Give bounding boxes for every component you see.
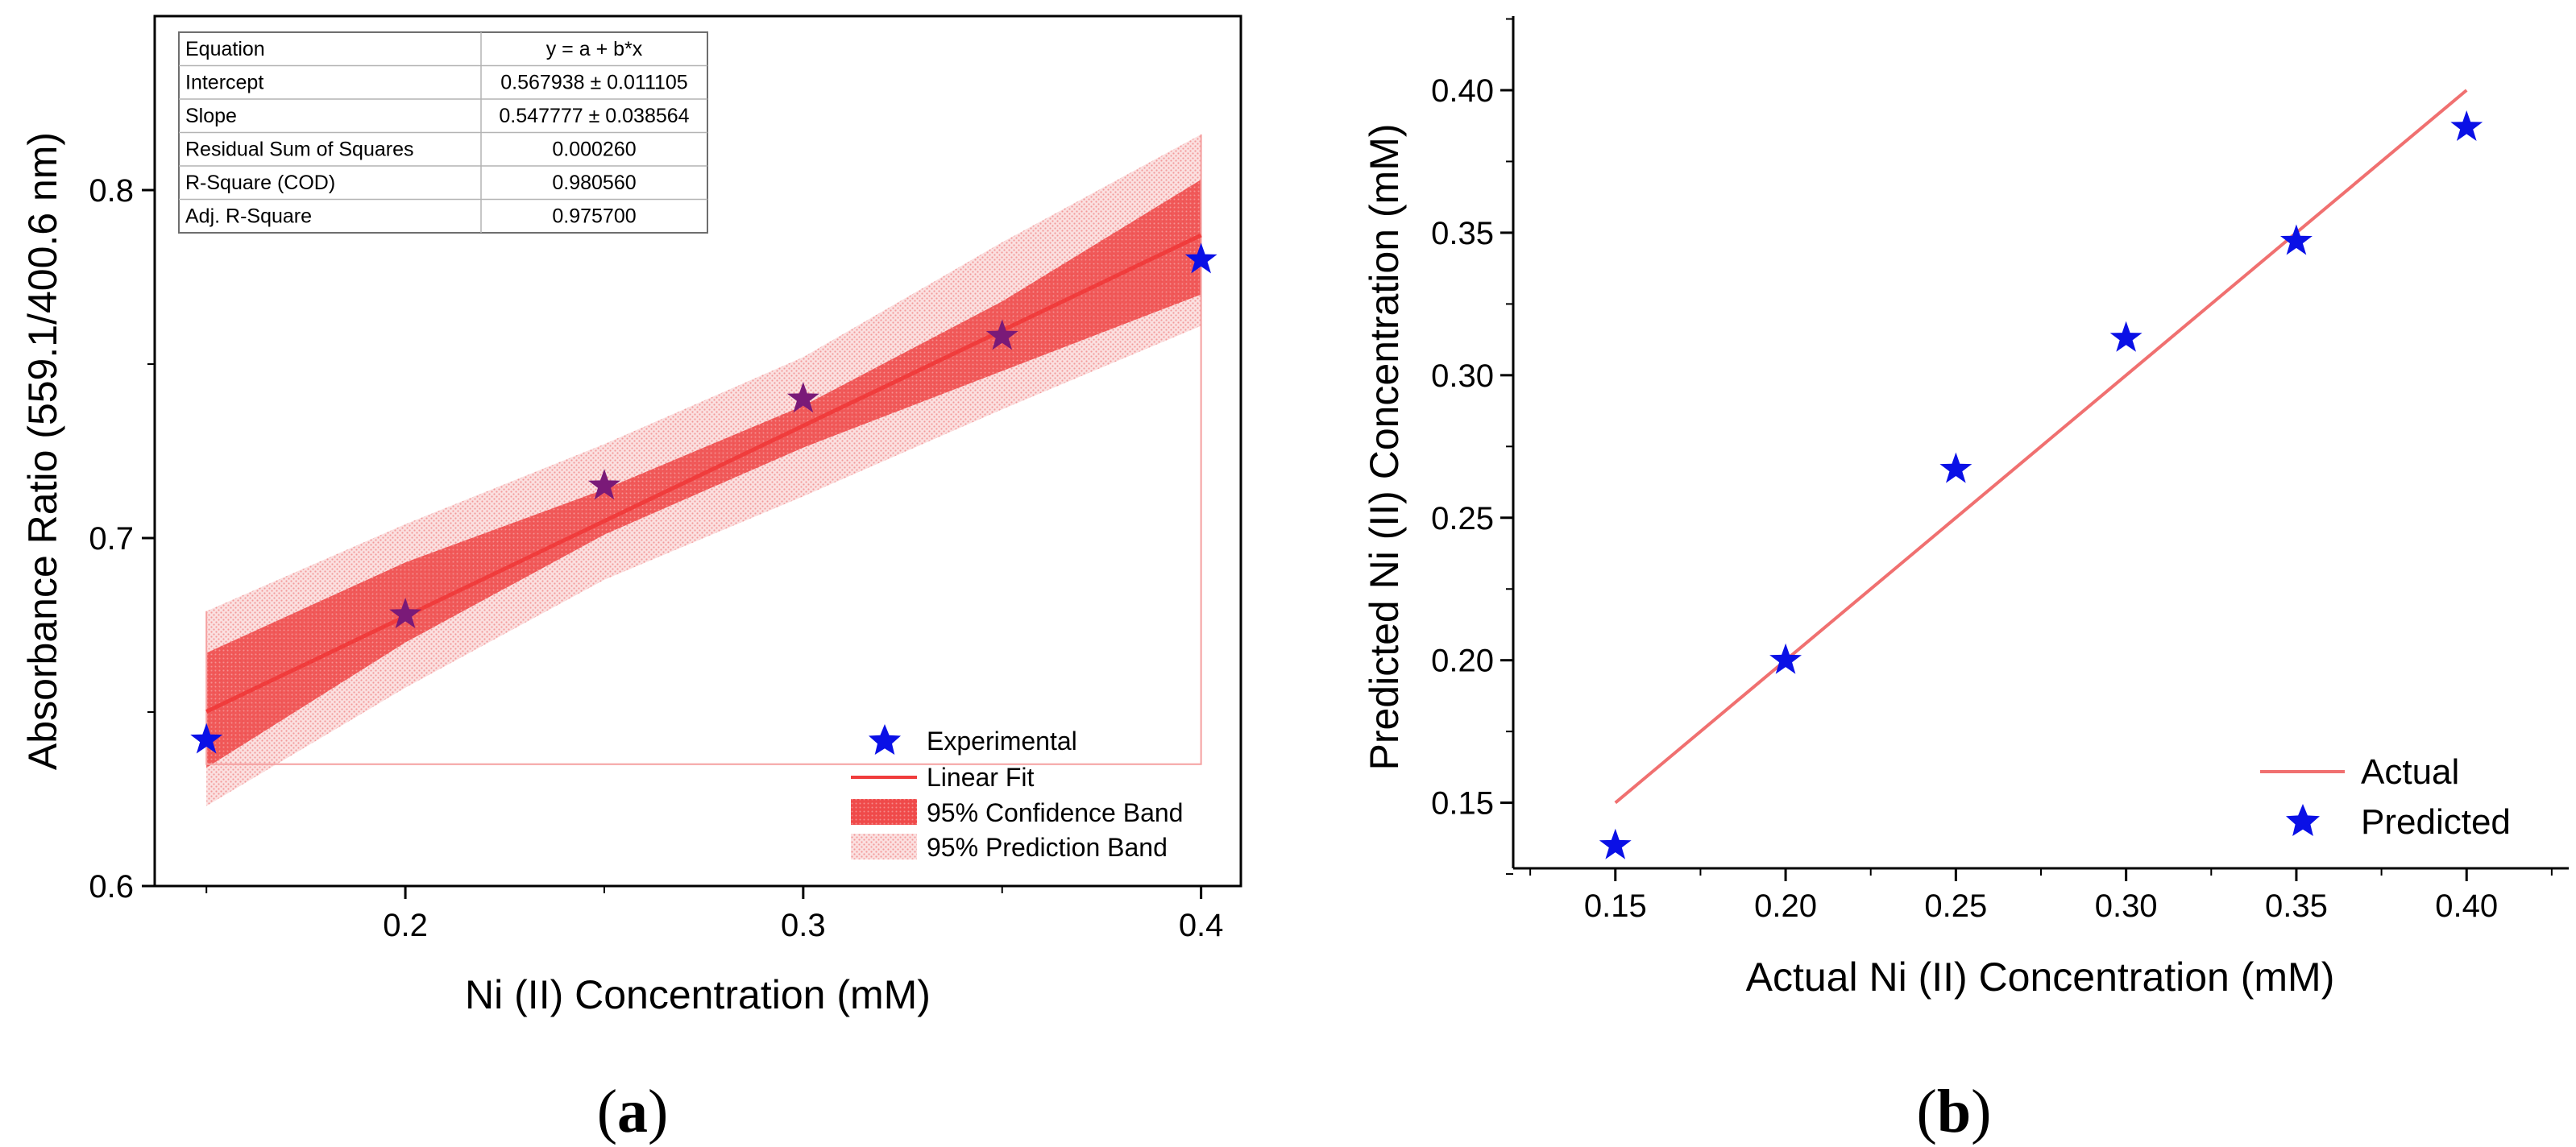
- legend-confidence-band-swatch: [851, 799, 917, 825]
- table-row-label: Slope: [185, 105, 237, 127]
- table-row-label: R-Square (COD): [185, 172, 335, 194]
- predicted-point: [2450, 110, 2483, 141]
- y-tick-label: 0.6: [89, 869, 134, 905]
- panel-b-caption: (b): [1917, 1078, 1992, 1145]
- panel-b-x-axis-title: Actual Ni (II) Concentration (mM): [1746, 954, 2335, 1000]
- panel-b-x-ticks: 0.15 0.20 0.25 0.30 0.35 0.40: [1529, 868, 2553, 924]
- y-tick-label: 0.15: [1431, 786, 1494, 822]
- panel-b-plot-area: [1599, 89, 2483, 859]
- table-row-value: 0.000260: [552, 139, 636, 161]
- y-tick-label: 0.35: [1431, 216, 1494, 251]
- legend-predicted-label: Predicted: [2361, 802, 2511, 842]
- legend-predicted-star-icon: [2286, 804, 2320, 836]
- legend-confidence-band-label: 95% Confidence Band: [927, 798, 1183, 827]
- x-tick-label: 0.40: [2435, 888, 2498, 924]
- y-tick-label: 0.8: [89, 173, 134, 209]
- y-tick-label: 0.30: [1431, 358, 1494, 394]
- experimental-point: [985, 319, 1018, 350]
- panel-a-legend: Experimental Linear Fit 95% Confidence B…: [851, 724, 1183, 862]
- x-tick-label: 0.2: [383, 908, 428, 943]
- legend-experimental-star-icon: [869, 724, 901, 755]
- panel-a-plot-frame: [153, 14, 1242, 888]
- legend-linear-fit-label: Linear Fit: [927, 763, 1035, 792]
- x-tick-label: 0.15: [1584, 888, 1647, 924]
- panel-b-legend: Actual Predicted: [2260, 752, 2511, 842]
- table-row-value: 0.567938 ± 0.011105: [500, 72, 687, 94]
- experimental-point: [588, 469, 620, 500]
- panel-a-x-axis-title: Ni (II) Concentration (mM): [465, 972, 931, 1017]
- y-tick-label: 0.40: [1431, 73, 1494, 109]
- experimental-points: [190, 242, 1217, 754]
- table-row-value: 0.975700: [552, 205, 636, 228]
- x-tick-label: 0.30: [2095, 888, 2158, 924]
- panel-b: 0.15 0.20 0.25 0.30 0.35 0.40 0.15 0.20 0.25 0.3…: [1362, 16, 2569, 1145]
- actual-line: [1614, 89, 2468, 805]
- y-tick-label: 0.7: [89, 521, 134, 557]
- panel-a-caption: (a): [597, 1078, 669, 1145]
- predicted-point: [1769, 643, 1802, 674]
- experimental-point: [190, 723, 223, 754]
- predicted-point: [2109, 321, 2143, 352]
- panel-b-y-ticks: 0.15 0.20 0.25 0.30 0.35 0.40: [1431, 18, 1513, 876]
- legend-prediction-band-swatch: [851, 834, 917, 859]
- legend-actual-label: Actual: [2361, 752, 2459, 792]
- table-row-label: Intercept: [185, 72, 263, 94]
- predicted-point: [1599, 828, 1632, 859]
- prediction-band-outline: [205, 134, 1202, 765]
- table-row-label: Residual Sum of Squares: [185, 139, 413, 161]
- y-tick-label: 0.20: [1431, 644, 1494, 679]
- table-row-label: Equation: [185, 38, 265, 60]
- x-tick-label: 0.20: [1754, 888, 1817, 924]
- x-tick-label: 0.3: [781, 908, 826, 943]
- y-tick-label: 0.25: [1431, 501, 1494, 536]
- table-row-value: y = a + b*x: [546, 38, 643, 60]
- panel-b-y-axis-title: Predicted Ni (II) Concentration (mM): [1362, 123, 1407, 770]
- x-tick-label: 0.35: [2265, 888, 2328, 924]
- predicted-point: [1939, 452, 1972, 483]
- x-tick-label: 0.25: [1924, 888, 1987, 924]
- panel-a-x-ticks: 0.2 0.3 0.4: [205, 886, 1224, 943]
- predicted-point: [2280, 224, 2313, 255]
- experimental-point: [389, 598, 421, 628]
- table-row-value: 0.547777 ± 0.038564: [499, 105, 689, 127]
- table-row-value: 0.980560: [552, 172, 636, 194]
- legend-prediction-band-label: 95% Prediction Band: [927, 833, 1168, 862]
- panel-a-y-ticks: 0.6 0.7 0.8: [89, 173, 155, 905]
- legend-experimental-label: Experimental: [927, 727, 1077, 756]
- x-tick-label: 0.4: [1179, 908, 1224, 943]
- experimental-point: [786, 382, 819, 413]
- table-row-label: Adj. R-Square: [185, 205, 312, 228]
- panel-a-y-axis-title: Absorbance Ratio (559.1/400.6 nm): [20, 132, 65, 770]
- panel-a: 0.2 0.3 0.4 0.6 0.7 0.8 Ni (II) Concentratio…: [20, 14, 1242, 1145]
- fit-statistics-table: Equation y = a + b*x Intercept 0.567938 ± 0…: [178, 31, 708, 234]
- experimental-point: [1184, 242, 1217, 274]
- predicted-points: [1599, 110, 2483, 859]
- linear-fit-line: [205, 233, 1202, 714]
